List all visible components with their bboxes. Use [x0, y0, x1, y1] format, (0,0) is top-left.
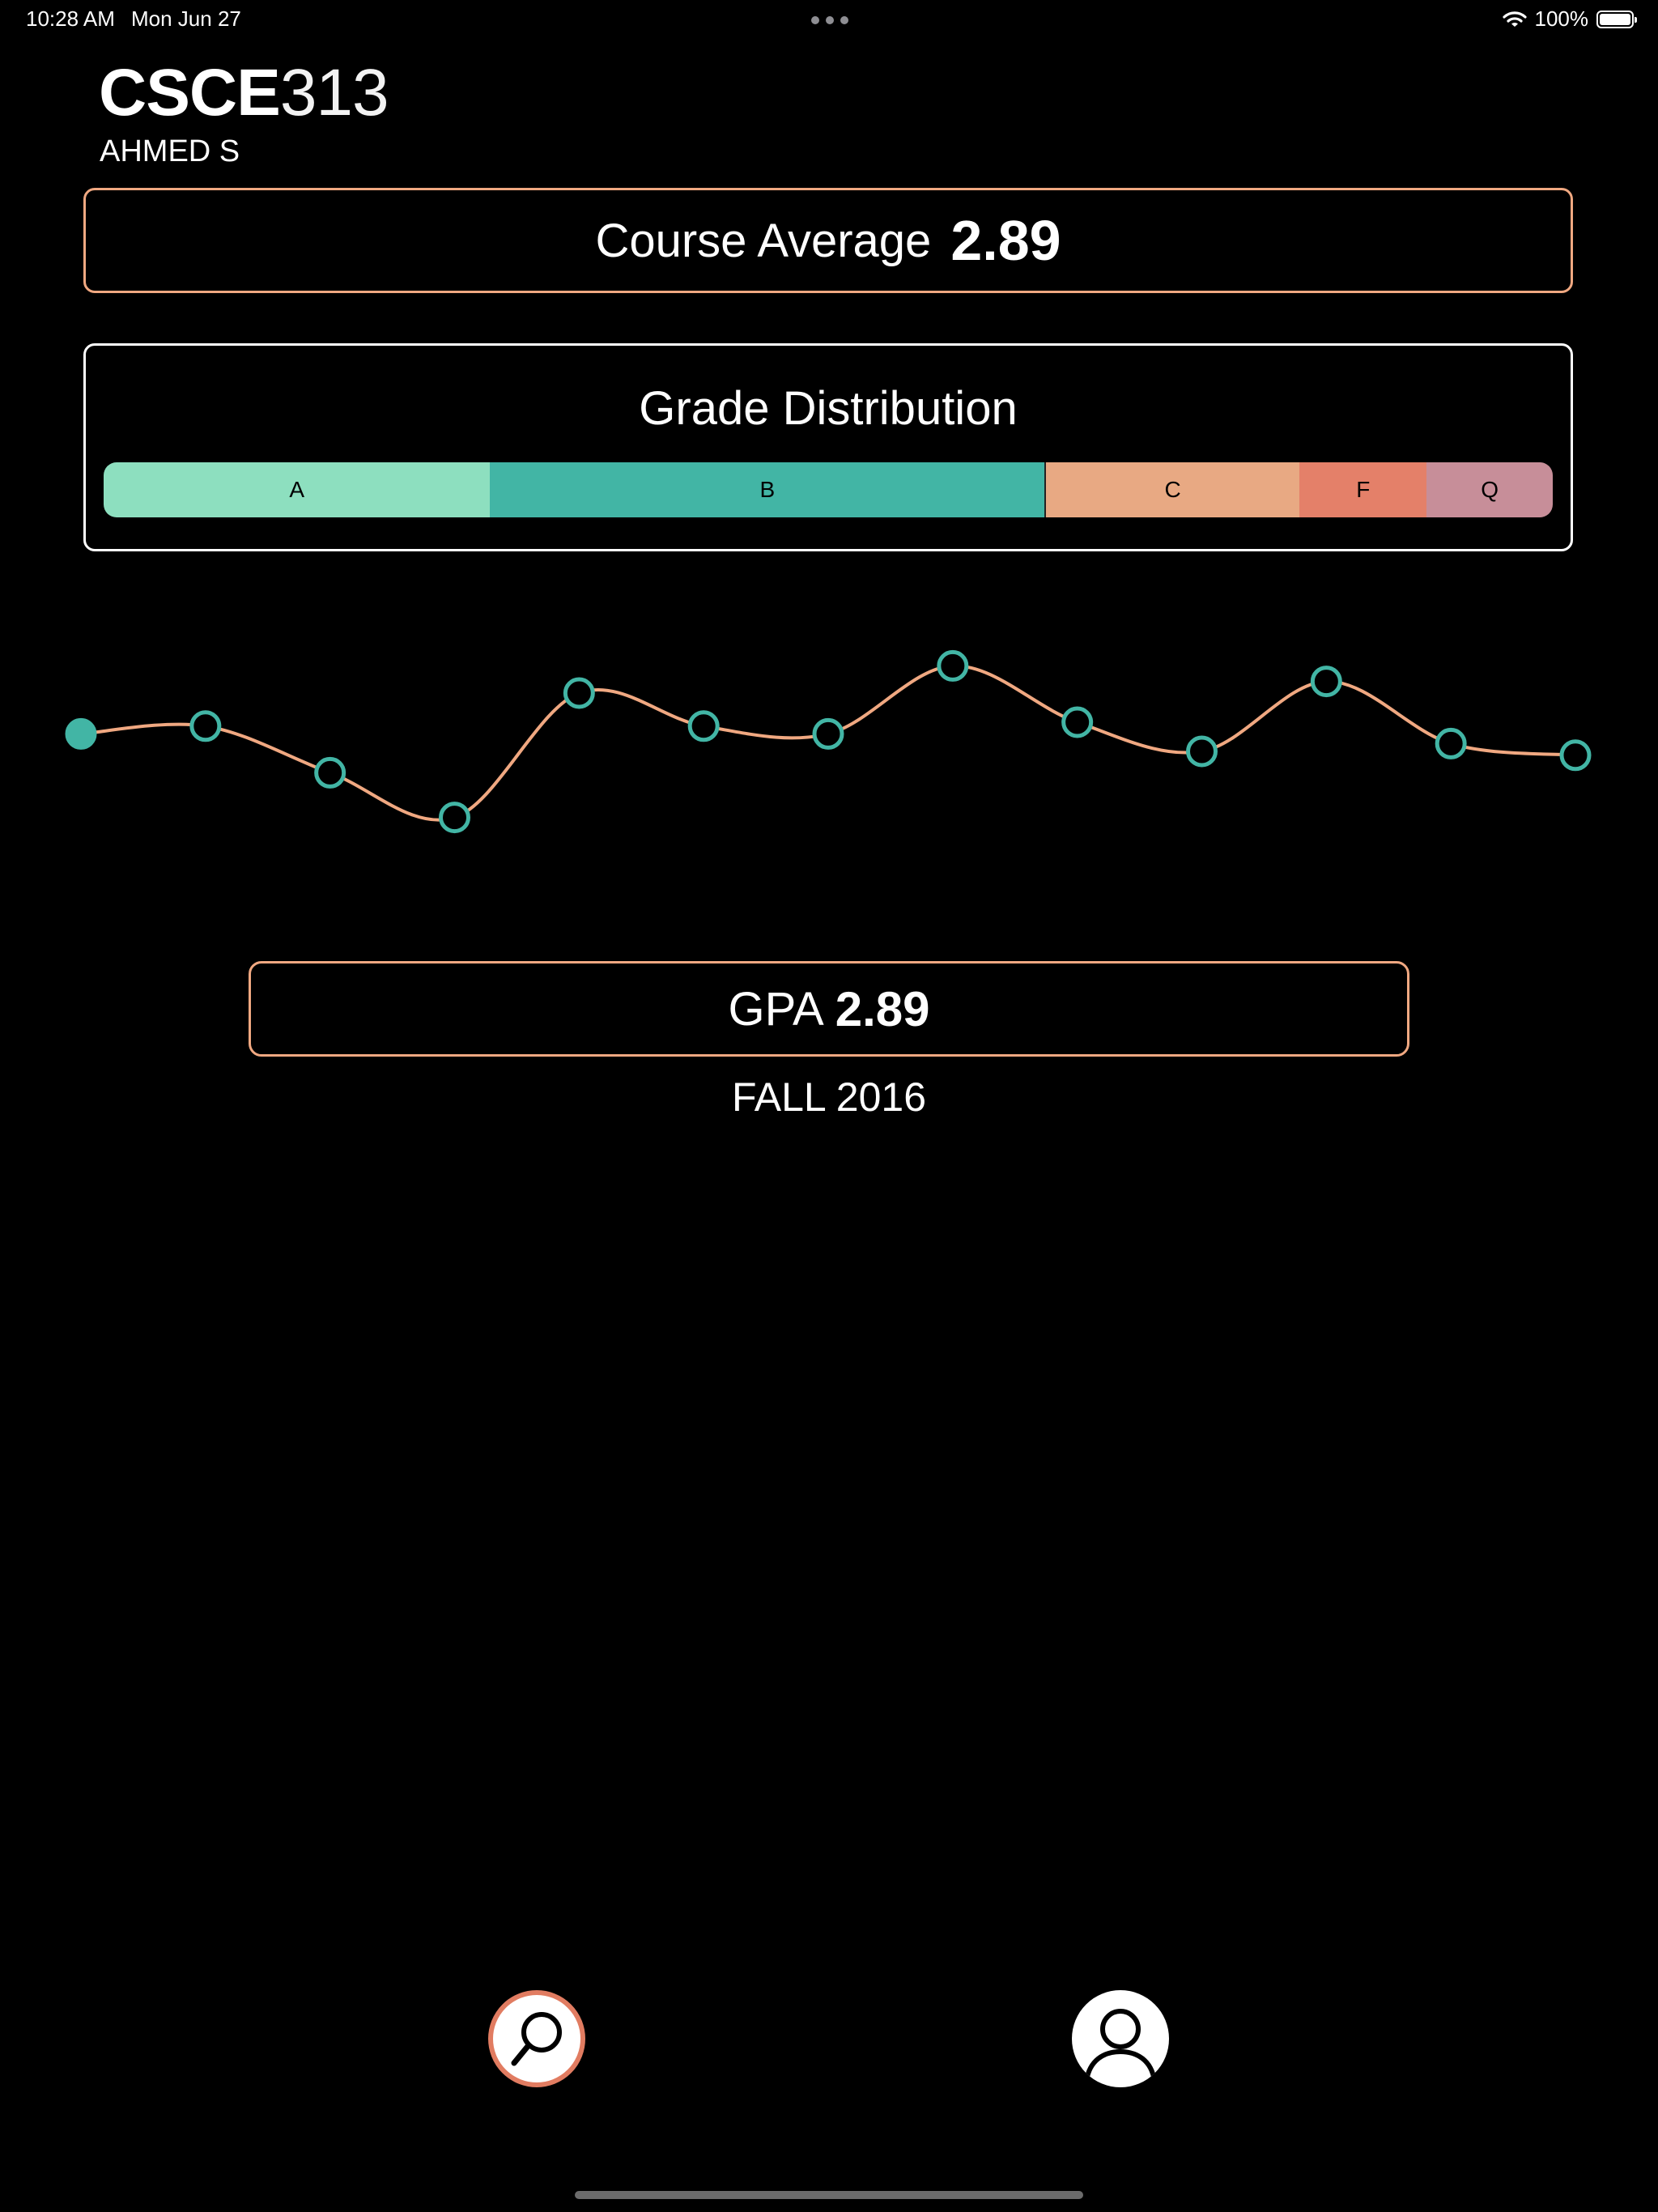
gpa-label: GPA [728, 982, 824, 1036]
gpa-point[interactable] [189, 710, 222, 742]
grade-distribution-card: Grade Distribution A B C F Q [83, 343, 1573, 551]
grade-segment-label: Q [1481, 477, 1499, 502]
battery-percent: 100% [1534, 6, 1589, 31]
grade-distribution-bar: A B C F Q [104, 462, 1553, 517]
gpa-point[interactable] [1186, 735, 1218, 768]
grade-distribution-title: Grade Distribution [639, 382, 1018, 435]
search-button[interactable] [488, 1990, 585, 2087]
instructor-name: AHMED S [100, 134, 240, 168]
multitasking-icon[interactable] [811, 16, 848, 24]
course-average-value: 2.89 [950, 209, 1061, 272]
course-title: CSCE313 [99, 57, 389, 130]
home-indicator[interactable] [575, 2191, 1083, 2199]
grade-segment-label: A [289, 477, 305, 502]
course-average-card: Course Average 2.89 [83, 188, 1573, 293]
wifi-icon [1502, 11, 1527, 27]
course-department: CSCE [99, 56, 281, 130]
person-icon [1084, 2009, 1157, 2082]
gpa-point[interactable] [1310, 666, 1342, 698]
gpa-point[interactable] [1061, 706, 1094, 738]
grade-segment-label: C [1164, 477, 1181, 502]
gpa-point[interactable] [563, 677, 595, 709]
gpa-point[interactable] [1559, 739, 1592, 772]
status-date: Mon Jun 27 [131, 6, 241, 31]
gpa-point[interactable] [314, 756, 346, 789]
battery-icon [1596, 10, 1637, 28]
course-average-label: Course Average [595, 214, 932, 267]
gpa-trend-chart [65, 649, 1592, 834]
grade-segment-f[interactable]: F [1299, 462, 1427, 517]
status-indicators: 100% [1502, 6, 1637, 32]
profile-button[interactable] [1072, 1990, 1169, 2087]
gpa-point[interactable] [687, 710, 720, 742]
grade-segment-b[interactable]: B [490, 462, 1047, 517]
gpa-point[interactable] [937, 649, 969, 682]
grade-segment-c[interactable]: C [1046, 462, 1300, 517]
grade-segment-q[interactable]: Q [1426, 462, 1553, 517]
grade-segment-label: F [1356, 477, 1371, 502]
search-icon [511, 2012, 562, 2066]
gpa-point[interactable] [439, 802, 470, 834]
grade-segment-label: B [759, 477, 776, 502]
status-time: 10:28 AM [26, 6, 115, 31]
course-number: 313 [279, 56, 389, 130]
grade-segment-a[interactable]: A [104, 462, 491, 517]
gpa-point[interactable] [65, 717, 97, 750]
gpa-point[interactable] [1435, 727, 1467, 759]
status-bar: 10:28 AM Mon Jun 27 100% [0, 0, 1658, 40]
term-gpa-card: GPA 2.89 [249, 961, 1409, 1057]
gpa-value: 2.89 [835, 981, 930, 1036]
gpa-point[interactable] [812, 717, 844, 750]
semester-label: FALL 2016 [731, 1074, 926, 1120]
